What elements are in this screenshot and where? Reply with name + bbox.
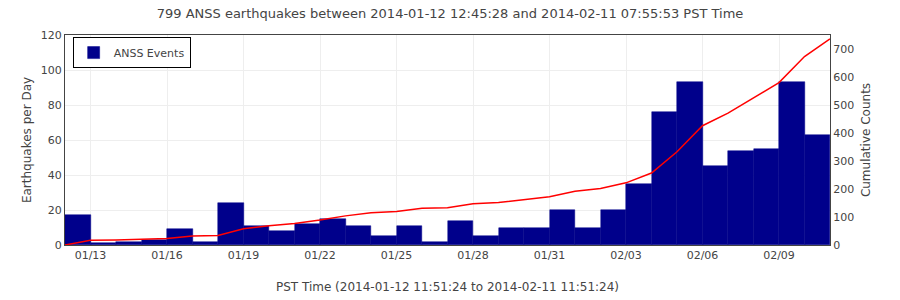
svg-text:300: 300 (833, 155, 854, 168)
svg-text:100: 100 (833, 211, 854, 224)
svg-text:100: 100 (41, 64, 62, 77)
svg-text:120: 120 (41, 29, 62, 42)
svg-text:600: 600 (833, 71, 854, 84)
svg-text:01/31: 01/31 (534, 249, 566, 262)
svg-text:PST Time (2014-01-12 11:51:24: PST Time (2014-01-12 11:51:24 to 2014-02… (276, 280, 619, 294)
svg-text:400: 400 (833, 127, 854, 140)
svg-text:01/25: 01/25 (381, 249, 413, 262)
svg-text:01/13: 01/13 (75, 249, 107, 262)
svg-text:200: 200 (833, 183, 854, 196)
svg-text:02/03: 02/03 (610, 249, 642, 262)
svg-text:02/06: 02/06 (687, 249, 719, 262)
svg-text:01/19: 01/19 (228, 249, 260, 262)
svg-text:01/28: 01/28 (457, 249, 489, 262)
svg-text:Earthquakes per Day: Earthquakes per Day (20, 77, 34, 203)
svg-text:ANSS Events: ANSS Events (114, 47, 185, 60)
svg-text:700: 700 (833, 43, 854, 56)
svg-text:40: 40 (48, 169, 62, 182)
svg-text:80: 80 (48, 99, 62, 112)
svg-text:60: 60 (48, 134, 62, 147)
svg-text:01/22: 01/22 (304, 249, 336, 262)
svg-text:0: 0 (833, 239, 840, 252)
svg-text:02/09: 02/09 (763, 249, 795, 262)
svg-text:799 ANSS earthquakes between 2: 799 ANSS earthquakes between 2014-01-12 … (157, 6, 744, 21)
svg-text:500: 500 (833, 99, 854, 112)
svg-text:0: 0 (55, 239, 62, 252)
svg-text:20: 20 (48, 204, 62, 217)
svg-text:01/16: 01/16 (151, 249, 183, 262)
svg-text:Cumulative Counts: Cumulative Counts (859, 83, 873, 197)
